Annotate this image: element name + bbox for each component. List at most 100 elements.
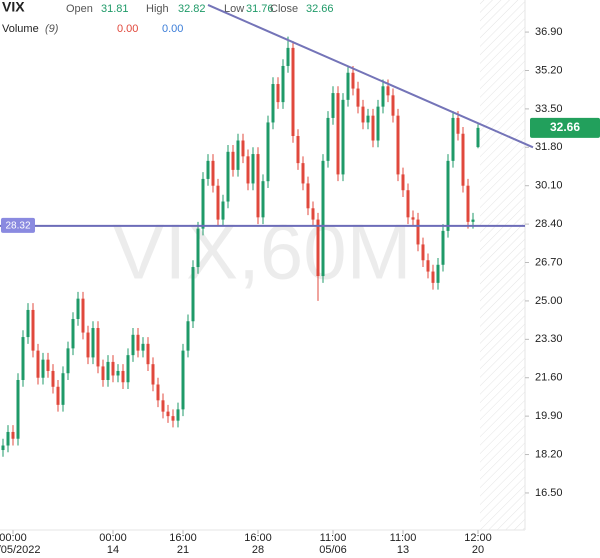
ohlc-label: Low: [224, 3, 244, 15]
x-tick-label: 11:00: [390, 532, 417, 544]
x-tick-label: 21: [177, 544, 189, 556]
candle-body: [346, 72, 350, 100]
candle-body: [411, 217, 415, 220]
candle-body: [171, 416, 175, 421]
y-tick-label: 23.30: [535, 333, 563, 345]
ohlc-label: Open: [66, 3, 93, 15]
candle-body: [321, 160, 325, 277]
candle-body: [181, 350, 185, 410]
candle-body: [471, 219, 475, 222]
candle-body: [41, 359, 45, 378]
candle-body: [451, 117, 455, 161]
x-tick-label: 13: [397, 544, 409, 556]
x-tick-label: 12:00: [464, 532, 492, 544]
candle-body: [1, 445, 5, 451]
candle-body: [406, 190, 410, 218]
candle-body: [441, 230, 445, 265]
x-tick-label: 20: [472, 544, 484, 556]
candle-body: [286, 47, 290, 66]
candle-body: [456, 117, 460, 134]
candle-body: [271, 84, 275, 123]
level-label-box: [1, 217, 35, 233]
x-tick-label: 16:00: [244, 532, 272, 544]
y-tick-label: 36.90: [535, 26, 563, 38]
volume-value: 0.00: [117, 23, 138, 35]
candle-body: [421, 244, 425, 261]
future-area: [480, 0, 525, 530]
candle-body: [36, 350, 40, 378]
candle-body: [401, 174, 405, 191]
candle-body: [276, 84, 280, 103]
candle-body: [96, 328, 100, 367]
candle-body: [386, 86, 390, 96]
last-price: 32.66: [550, 120, 580, 134]
candle-body: [416, 219, 420, 245]
y-tick-label: 33.50: [535, 103, 563, 115]
candle-body: [231, 151, 235, 170]
candle-body: [161, 400, 165, 412]
candle-body: [361, 106, 365, 123]
candle-body: [66, 348, 70, 374]
candle-body: [281, 65, 285, 103]
candle-body: [141, 343, 145, 351]
candle-body: [316, 219, 320, 277]
candle-body: [26, 309, 30, 338]
y-tick-label: 31.80: [535, 141, 563, 153]
x-tick-label: 00:00: [99, 532, 127, 544]
candle-body: [426, 260, 430, 272]
candle-body: [236, 140, 240, 170]
ohlc-label: Close: [270, 3, 298, 15]
ohlc-label: High: [146, 3, 169, 15]
x-tick-label: 11:00: [320, 532, 347, 544]
candle-body: [331, 93, 335, 118]
candle-body: [61, 373, 65, 405]
candle-body: [6, 431, 10, 446]
y-tick-label: 21.60: [535, 372, 563, 384]
candle-body: [71, 318, 75, 349]
candle-body: [126, 355, 130, 383]
candle-body: [31, 309, 35, 351]
symbol: VIX: [2, 0, 25, 15]
candle-body: [206, 160, 210, 179]
candle-body: [356, 88, 360, 107]
candle-body: [76, 298, 80, 319]
candle-body: [86, 332, 90, 358]
candle-body: [116, 370, 120, 376]
y-tick-label: 26.70: [535, 256, 563, 268]
candle-body: [391, 95, 395, 116]
ohlc-value: 32.82: [178, 3, 206, 15]
candle-body: [191, 267, 195, 322]
candle-body: [196, 228, 200, 268]
candle-body: [446, 160, 450, 231]
candle-body: [381, 86, 385, 107]
last-price-box: [530, 117, 600, 138]
y-tick-label: 35.20: [535, 64, 563, 76]
candle-body: [341, 99, 345, 175]
candle-body: [266, 122, 270, 182]
y-tick-label: 18.20: [535, 448, 563, 460]
volume-label: Volume: [2, 23, 39, 35]
volume-value: 0.00: [162, 23, 183, 35]
candle-body: [296, 136, 300, 164]
ohlc-value: 31.81: [101, 3, 129, 15]
y-tick-label: 19.90: [535, 410, 563, 422]
candle-body: [146, 343, 150, 365]
header: VIX Open 31.81 High 32.82 Low 31.76 Clos…: [2, 0, 334, 35]
candle-body: [436, 264, 440, 283]
candle-body: [151, 364, 155, 385]
candle-body: [51, 370, 55, 387]
candle-body: [186, 321, 190, 351]
candle-body: [461, 133, 465, 186]
candle-body: [326, 117, 330, 161]
x-tick-label: 04/05/2022: [0, 544, 41, 556]
candle-body: [46, 359, 50, 371]
candle-body: [221, 201, 225, 220]
candle-body: [246, 156, 250, 184]
x-tick-label: 05/06: [319, 544, 347, 556]
y-tick-label: 28.40: [535, 218, 563, 230]
candle-body: [81, 298, 85, 333]
x-tick-label: 28: [252, 544, 264, 556]
candle-body: [366, 115, 370, 123]
candle-body: [21, 337, 25, 380]
